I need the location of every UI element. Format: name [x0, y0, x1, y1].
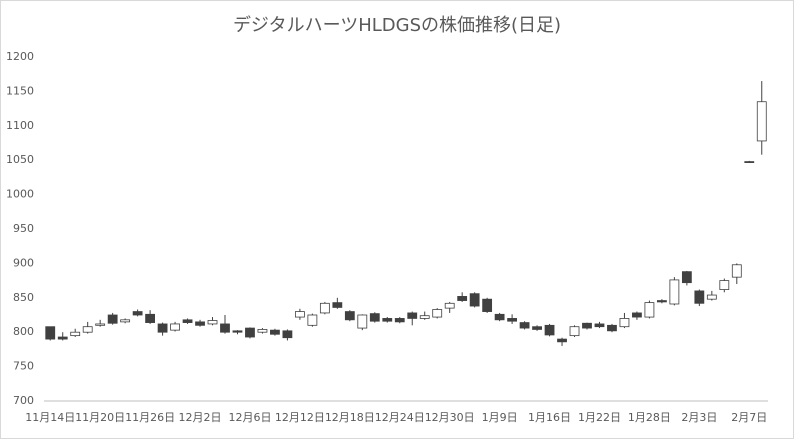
candle-body	[532, 326, 542, 330]
y-tick-label: 700	[13, 394, 34, 407]
candle-body	[170, 323, 180, 331]
candle-body	[694, 290, 705, 304]
candle-body	[207, 320, 218, 325]
candle-body	[294, 311, 305, 318]
y-tick-label: 800	[13, 325, 34, 338]
y-tick-label: 950	[13, 222, 34, 235]
candle-body	[107, 314, 118, 324]
candle-body	[45, 326, 56, 340]
candle-body	[594, 323, 605, 328]
y-tick-label: 850	[13, 291, 34, 304]
candle-body	[656, 300, 667, 303]
candle-body	[544, 324, 555, 336]
candle-body	[494, 313, 505, 321]
candle-body	[744, 161, 755, 163]
candle-body	[719, 280, 730, 290]
candle-body	[282, 330, 293, 339]
candle-body	[619, 318, 630, 328]
candle-body	[644, 302, 655, 318]
x-tick-label: 12月30日	[425, 411, 475, 424]
chart-title: デジタルハーツHLDGSの株価推移(日足)	[233, 15, 561, 36]
candle-body	[195, 321, 205, 326]
x-tick-label: 2月3日	[681, 411, 717, 424]
candle-body	[257, 329, 268, 333]
candle-body	[232, 330, 243, 333]
candle-body	[507, 318, 518, 322]
candle-body	[57, 336, 68, 340]
candle-body	[120, 319, 131, 323]
candle-body	[582, 322, 592, 329]
candle-body	[270, 329, 280, 335]
candle-body	[569, 326, 580, 337]
candle-body	[145, 313, 156, 323]
x-tick-label: 11月14日	[25, 411, 75, 424]
candle-body	[681, 271, 692, 284]
x-tick-label: 1月9日	[482, 411, 518, 424]
candle-body	[132, 311, 143, 316]
candle-body	[519, 322, 530, 329]
candle-body	[369, 313, 380, 322]
candle-body	[245, 327, 255, 338]
candle-body	[220, 323, 230, 333]
x-tick-label: 1月16日	[528, 411, 571, 424]
candle-body	[706, 294, 717, 300]
candle-body	[70, 331, 81, 337]
candle-body	[482, 298, 493, 312]
candle-body	[457, 296, 468, 301]
y-tick-label: 1150	[6, 84, 34, 97]
x-tick-label: 1月28日	[628, 411, 671, 424]
candle-body	[344, 311, 355, 321]
x-tick-label: 2月7日	[731, 411, 767, 424]
candle-body	[382, 318, 393, 322]
candle-body	[357, 314, 368, 329]
x-tick-label: 12月18日	[325, 411, 375, 424]
candle-body	[407, 312, 418, 319]
x-tick-label: 12月6日	[228, 411, 271, 424]
y-tick-label: 900	[13, 256, 34, 269]
candle-body	[444, 302, 455, 309]
candle-body	[95, 323, 106, 326]
y-tick-label: 1000	[6, 188, 34, 201]
candle-body	[332, 302, 343, 308]
candle-body	[557, 338, 567, 343]
x-tick-label: 12月12日	[275, 411, 325, 424]
y-tick-label: 1200	[6, 50, 34, 63]
x-tick-label: 11月20日	[75, 411, 125, 424]
x-tick-label: 11月26日	[125, 411, 175, 424]
candle-body	[394, 318, 405, 323]
x-tick-label: 1月22日	[578, 411, 621, 424]
candle-body	[607, 324, 617, 332]
x-tick-label: 12月24日	[375, 411, 425, 424]
y-tick-label: 1050	[6, 153, 34, 166]
candle-body	[756, 101, 767, 142]
candle-body	[632, 312, 642, 318]
candle-body	[469, 293, 480, 307]
candle-body	[319, 302, 330, 314]
candle-body	[669, 279, 680, 305]
candle-body	[432, 309, 443, 318]
candle-body	[182, 319, 193, 323]
candle-body	[82, 326, 93, 333]
candle-body	[157, 323, 168, 333]
y-tick-label: 1100	[6, 119, 34, 132]
candle-body	[731, 264, 742, 278]
y-tick-label: 750	[13, 360, 34, 373]
x-tick-label: 12月2日	[179, 411, 222, 424]
candle-body	[307, 314, 318, 326]
candle-body	[419, 315, 430, 319]
